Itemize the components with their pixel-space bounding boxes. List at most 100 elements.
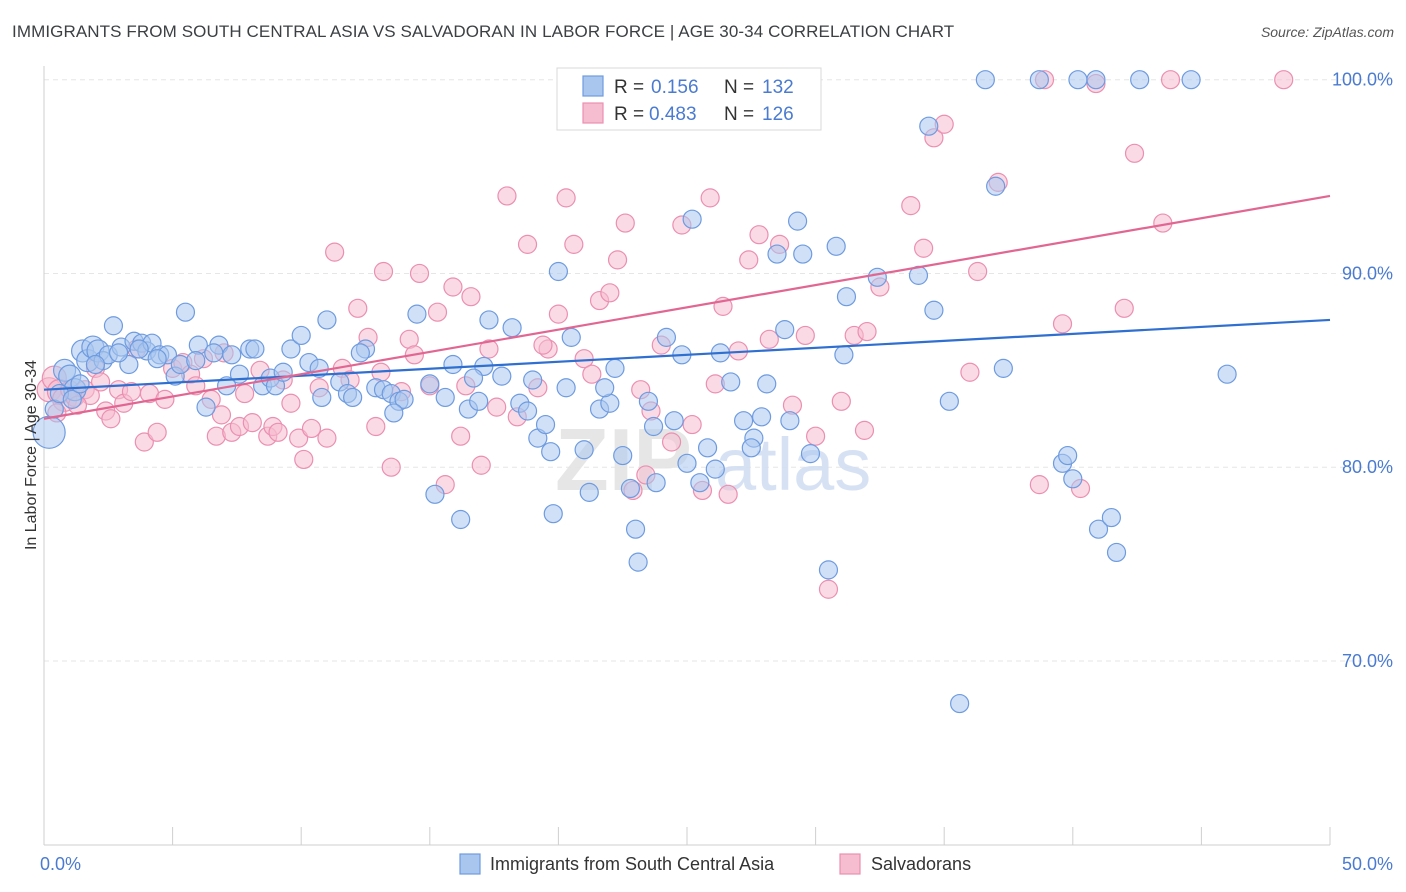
data-point-salvadorans — [281, 393, 301, 413]
y-tick-label: 70.0% — [1342, 651, 1393, 671]
data-point-south-central-asia — [834, 345, 854, 365]
data-point-salvadorans — [90, 372, 111, 392]
data-point-south-central-asia — [826, 236, 846, 256]
data-point-south-central-asia — [312, 387, 332, 408]
data-point-south-central-asia — [343, 387, 363, 408]
watermark: ZIP atlas — [555, 410, 871, 509]
data-point-south-central-asia — [407, 304, 427, 324]
legend-swatch-pink — [839, 853, 861, 875]
data-point-salvadorans — [968, 261, 988, 282]
legend-item-south-central-asia: Immigrants from South Central Asia — [490, 854, 775, 874]
data-point-south-central-asia — [574, 440, 594, 460]
data-point-south-central-asia — [1068, 70, 1088, 90]
data-point-salvadorans — [759, 329, 779, 349]
data-point-salvadorans — [373, 261, 394, 282]
data-point-south-central-asia — [1029, 70, 1049, 90]
data-point-south-central-asia — [85, 354, 106, 375]
data-point-salvadorans — [409, 263, 430, 284]
data-point-south-central-asia — [1063, 469, 1083, 489]
data-point-salvadorans — [795, 325, 815, 346]
data-point-salvadorans — [582, 364, 602, 384]
data-point-south-central-asia — [420, 374, 440, 394]
data-point-south-central-asia — [541, 442, 561, 462]
data-point-salvadorans — [831, 391, 851, 411]
data-point-south-central-asia — [800, 444, 821, 464]
data-point-south-central-asia — [479, 310, 499, 330]
data-point-south-central-asia — [924, 300, 944, 320]
data-point-south-central-asia — [556, 378, 576, 398]
data-point-south-central-asia — [517, 401, 538, 421]
data-point-salvadorans — [857, 321, 877, 342]
data-point-salvadorans — [574, 349, 594, 369]
data-point-south-central-asia — [780, 411, 800, 431]
data-point-salvadorans — [101, 409, 121, 429]
data-point-south-central-asia — [1130, 70, 1150, 90]
watermark-atlas: atlas — [715, 423, 871, 506]
data-point-south-central-asia — [818, 560, 839, 580]
legend-n-value: 132 — [762, 77, 794, 98]
legend-r-label: R = — [614, 104, 644, 125]
trendline-south-central-asia — [43, 318, 1331, 391]
data-point-salvadorans — [661, 432, 682, 452]
axes — [43, 66, 1331, 846]
data-point-south-central-asia — [62, 389, 82, 409]
data-point-south-central-asia — [281, 339, 301, 359]
data-point-south-central-asia — [1101, 507, 1121, 528]
data-point-south-central-asia — [625, 519, 646, 539]
data-point-south-central-asia — [656, 327, 677, 347]
data-point-south-central-asia — [384, 403, 404, 423]
data-point-south-central-asia — [664, 411, 684, 431]
data-point-salvadorans — [487, 397, 507, 417]
legend-swatch-pink — [582, 102, 604, 124]
data-point-salvadorans — [682, 414, 702, 435]
data-point-south-central-asia — [350, 343, 370, 363]
data-point-salvadorans — [242, 413, 262, 433]
source-note: Source: ZipAtlas.com — [1260, 24, 1394, 40]
data-point-south-central-asia — [1181, 70, 1201, 90]
trend-lines — [43, 194, 1331, 420]
data-point-south-central-asia — [613, 445, 633, 466]
data-point-salvadorans — [471, 455, 491, 475]
data-point-salvadorans — [600, 283, 620, 303]
data-point-south-central-asia — [1088, 519, 1109, 539]
data-point-south-central-asia — [682, 209, 702, 229]
stats-legend: R = 0.156 N = 132 R = 0.483 N = 126 — [556, 67, 822, 131]
legend-n-label: N = — [724, 104, 754, 125]
data-point-salvadorans — [607, 250, 628, 270]
data-point-salvadorans — [301, 418, 322, 439]
data-point-salvadorans — [1274, 70, 1294, 90]
data-point-salvadorans — [451, 426, 471, 446]
data-point-south-central-asia — [548, 261, 569, 282]
data-point-salvadorans — [381, 457, 401, 477]
data-point-south-central-asia — [705, 459, 725, 479]
data-point-south-central-asia — [1058, 445, 1078, 466]
legend-n-value: 126 — [762, 104, 794, 125]
y-tick-label: 100.0% — [1332, 70, 1393, 90]
data-point-south-central-asia — [751, 407, 772, 427]
data-point-south-central-asia — [767, 244, 787, 264]
y-tick-label: 90.0% — [1342, 263, 1393, 283]
data-point-south-central-asia — [535, 414, 556, 435]
data-point-south-central-asia — [523, 370, 543, 390]
data-point-south-central-asia — [70, 374, 90, 394]
data-point-salvadorans — [1114, 298, 1134, 318]
data-point-salvadorans — [901, 196, 921, 216]
data-point-south-central-asia — [129, 339, 149, 359]
data-point-south-central-asia — [787, 211, 808, 231]
data-point-south-central-asia — [204, 343, 224, 363]
x-tick-label: 50.0% — [1342, 854, 1393, 874]
data-point-salvadorans — [317, 428, 337, 448]
data-point-salvadorans — [533, 335, 553, 355]
data-point-south-central-asia — [836, 287, 857, 307]
data-point-salvadorans — [366, 416, 386, 437]
data-point-south-central-asia — [741, 438, 761, 458]
data-point-salvadorans — [211, 405, 232, 425]
data-point-salvadorans — [749, 225, 769, 245]
data-point-south-central-asia — [677, 453, 697, 473]
data-point-south-central-asia — [721, 372, 741, 392]
data-point-south-central-asia — [196, 397, 216, 417]
data-point-south-central-asia — [443, 354, 463, 375]
data-point-south-central-asia — [775, 320, 795, 340]
data-point-south-central-asia — [757, 374, 777, 394]
